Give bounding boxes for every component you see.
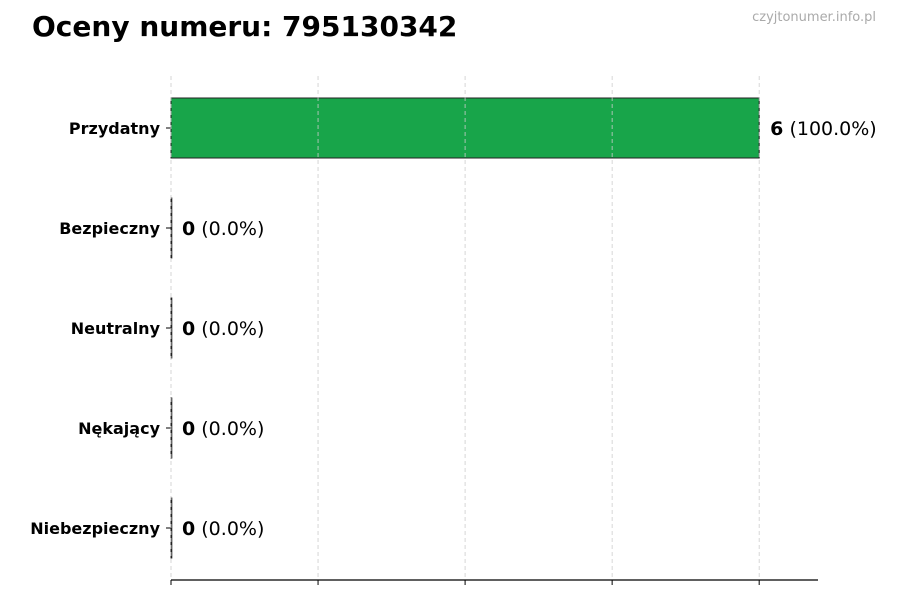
value-label: 6 bbox=[770, 118, 783, 140]
data-label: 0 (0.0%) bbox=[182, 418, 264, 440]
chart-title: Oceny numeru: 795130342 bbox=[32, 10, 458, 43]
category-label: Przydatny bbox=[69, 119, 161, 138]
watermark: czyjtonumer.info.pl bbox=[752, 10, 876, 25]
data-label: 6 (100.0%) bbox=[770, 118, 877, 140]
value-label: 0 bbox=[182, 318, 195, 340]
category-label: Neutralny bbox=[71, 319, 161, 338]
percent-label: (0.0%) bbox=[195, 518, 264, 540]
value-label: 0 bbox=[182, 518, 195, 540]
category-label: Bezpieczny bbox=[59, 219, 160, 238]
data-label: 0 (0.0%) bbox=[182, 218, 264, 240]
category-label: Nękający bbox=[78, 419, 160, 438]
value-label: 0 bbox=[182, 418, 195, 440]
percent-label: (0.0%) bbox=[195, 318, 264, 340]
percent-label: (100.0%) bbox=[783, 118, 876, 140]
category-label: Niebezpieczny bbox=[30, 519, 160, 538]
bar bbox=[170, 197, 173, 259]
data-label: 0 (0.0%) bbox=[182, 518, 264, 540]
percent-label: (0.0%) bbox=[195, 218, 264, 240]
value-label: 0 bbox=[182, 218, 195, 240]
data-label: 0 (0.0%) bbox=[182, 318, 264, 340]
percent-label: (0.0%) bbox=[195, 418, 264, 440]
